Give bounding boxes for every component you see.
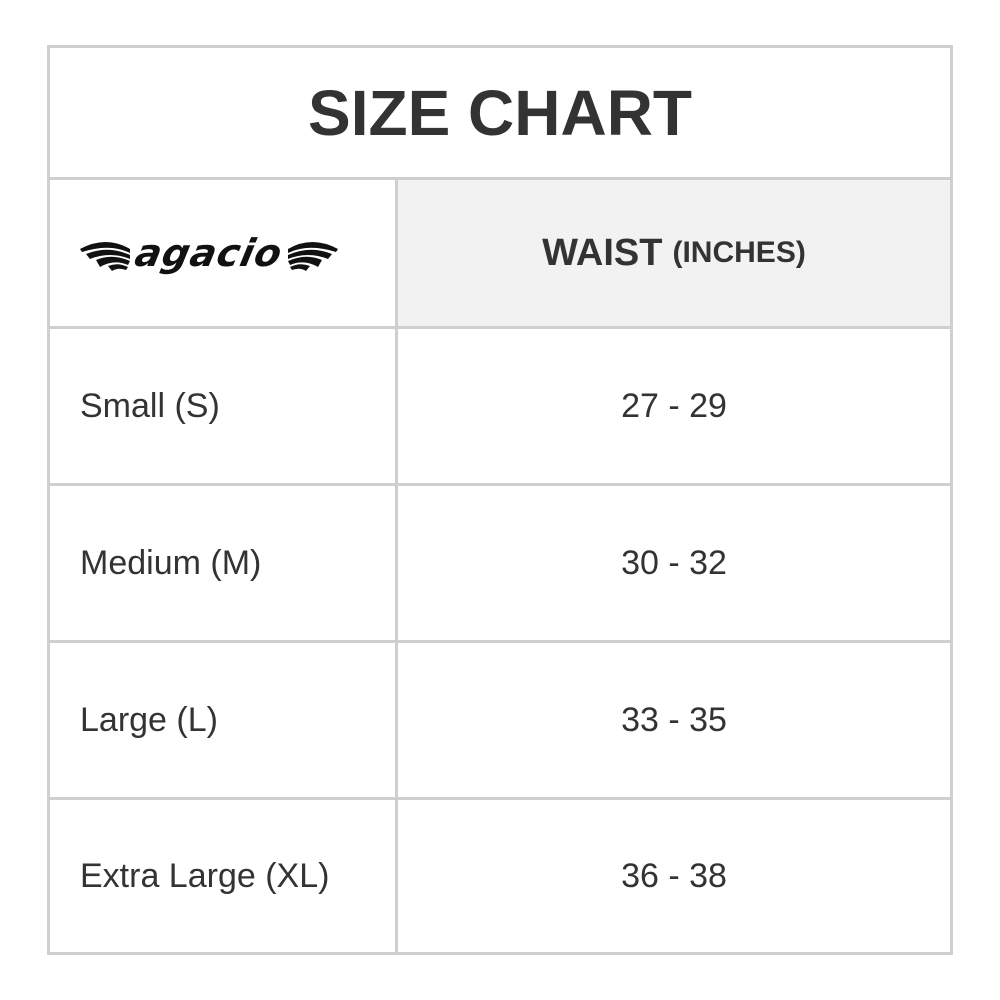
- size-cell: Small (S): [50, 329, 398, 483]
- page-title: SIZE CHART: [50, 48, 950, 180]
- table-row: Extra Large (XL) 36 - 38: [50, 800, 950, 952]
- waist-cell: 27 - 29: [621, 386, 727, 425]
- table-row: Medium (M) 30 - 32: [50, 486, 950, 643]
- size-cell: Large (L): [50, 643, 398, 797]
- header-row: agacio WAIST (INCHES): [50, 180, 950, 329]
- waist-header: WAIST (INCHES): [398, 180, 950, 326]
- size-cell: Extra Large (XL): [50, 800, 398, 952]
- waist-cell: 33 - 35: [621, 700, 727, 739]
- right-wing-icon: [288, 242, 339, 271]
- size-cell: Medium (M): [50, 486, 398, 640]
- logo-text: agacio: [131, 231, 287, 275]
- size-chart-table: SIZE CHART agacio WAIST: [47, 45, 953, 955]
- left-wing-icon: [80, 242, 130, 271]
- waist-unit: (INCHES): [672, 236, 806, 269]
- waist-cell: 30 - 32: [621, 543, 727, 582]
- waist-label: WAIST: [542, 231, 663, 274]
- waist-cell: 36 - 38: [621, 856, 727, 895]
- brand-logo: agacio: [80, 231, 339, 275]
- brand-logo-cell: agacio: [50, 180, 398, 326]
- table-row: Large (L) 33 - 35: [50, 643, 950, 800]
- table-row: Small (S) 27 - 29: [50, 329, 950, 486]
